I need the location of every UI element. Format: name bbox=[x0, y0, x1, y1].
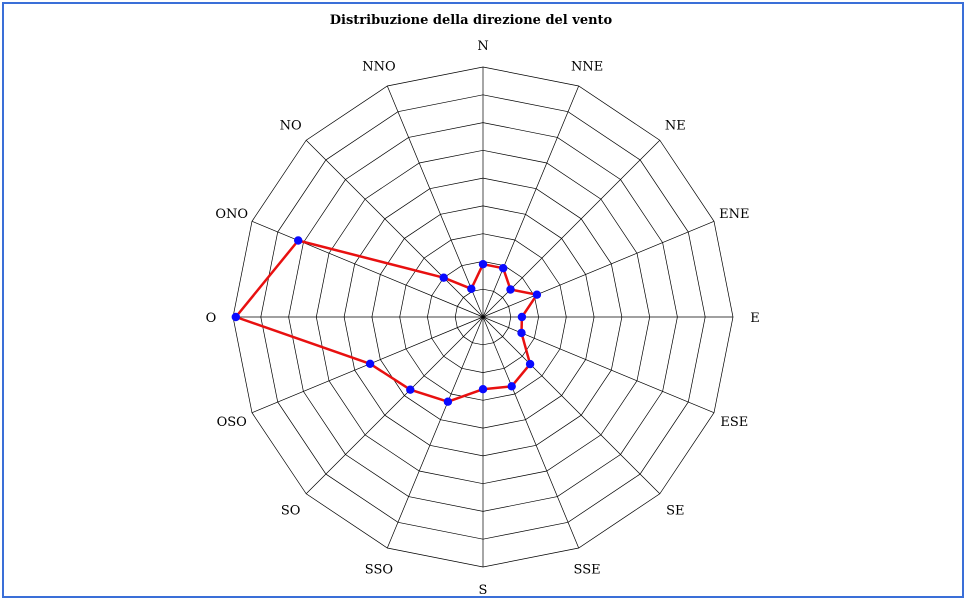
direction-label-s: S bbox=[479, 583, 488, 598]
data-point-ese bbox=[517, 328, 526, 338]
direction-label-ene: ENE bbox=[719, 207, 749, 222]
direction-label-sso: SSO bbox=[365, 562, 393, 577]
direction-label-oso: OSO bbox=[217, 415, 247, 430]
direction-label-no: NO bbox=[280, 119, 302, 134]
data-point-n bbox=[478, 260, 488, 269]
series-layer bbox=[231, 236, 542, 406]
data-point-s bbox=[478, 385, 488, 394]
direction-label-e: E bbox=[750, 311, 760, 326]
direction-label-nne: NNE bbox=[571, 60, 603, 75]
direction-label-ono: ONO bbox=[215, 207, 248, 222]
direction-labels: N NNE NE ENE E ESE SE SSE S SSO SO OSO O ONO NO NNO bbox=[206, 39, 760, 598]
direction-label-nno: NNO bbox=[362, 60, 395, 75]
direction-label-n: N bbox=[477, 39, 488, 54]
spoke-nno bbox=[386, 85, 484, 318]
spoke-ene bbox=[482, 220, 715, 318]
spoke-sse bbox=[482, 316, 580, 549]
data-point-o bbox=[231, 312, 240, 322]
data-point-oso bbox=[365, 359, 375, 368]
radar-grid bbox=[232, 66, 734, 568]
data-point-nno bbox=[467, 284, 476, 293]
direction-label-se: SE bbox=[666, 503, 684, 518]
direction-label-so: SO bbox=[281, 503, 301, 518]
direction-label-sse: SSE bbox=[574, 562, 601, 577]
spoke-nne bbox=[482, 85, 580, 318]
data-point-ne bbox=[506, 285, 515, 294]
spoke-ono bbox=[251, 220, 484, 318]
spoke-so bbox=[305, 316, 484, 495]
direction-label-ese: ESE bbox=[720, 415, 748, 430]
data-point-ono bbox=[294, 236, 303, 245]
direction-label-o: O bbox=[206, 311, 217, 326]
data-point-e bbox=[517, 312, 527, 322]
direction-label-ne: NE bbox=[665, 119, 686, 134]
data-point-se bbox=[525, 359, 535, 369]
data-point-sso bbox=[443, 397, 453, 406]
spoke-se bbox=[482, 316, 661, 495]
data-point-sse bbox=[507, 382, 516, 391]
data-point-no bbox=[439, 273, 448, 282]
spoke-no bbox=[305, 139, 484, 318]
data-point-ene bbox=[532, 290, 542, 299]
data-point-nne bbox=[499, 264, 508, 273]
data-point-so bbox=[406, 385, 415, 394]
spoke-sso bbox=[386, 316, 484, 549]
series-line bbox=[234, 239, 539, 403]
chart-title: Distribuzione della direzione del vento bbox=[330, 13, 613, 28]
